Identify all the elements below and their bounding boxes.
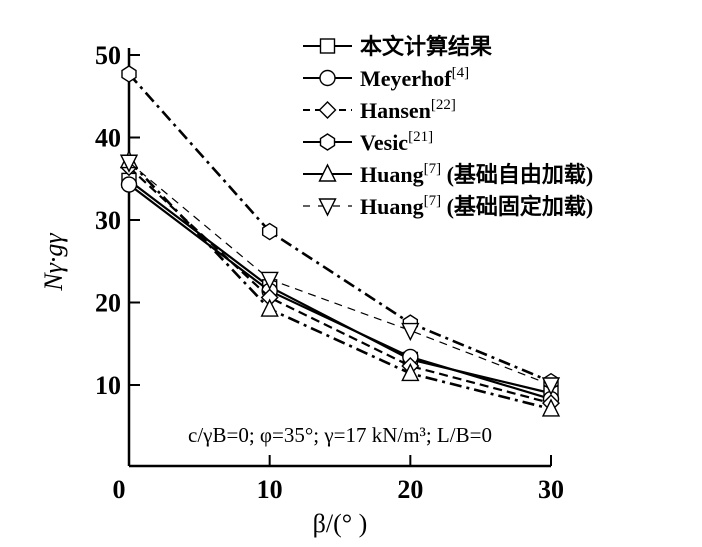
data-point-hexagon — [261, 222, 278, 241]
series-line — [128, 73, 552, 383]
data-point-hexagon — [121, 65, 137, 83]
series-5 — [119, 154, 561, 396]
legend-ref: [21] — [408, 129, 433, 145]
y-tick-label: 40 — [95, 124, 121, 153]
data-point-circle — [120, 176, 138, 193]
legend-name: Hansen — [360, 98, 431, 123]
y-tick-label: 50 — [95, 41, 121, 70]
legend: 本文计算结果 Meyerhof[4] Hansen[22] Vesic[21] Huan… — [303, 34, 593, 219]
legend-entry: Meyerhof[4] — [303, 65, 469, 91]
legend-marker-circle — [319, 69, 336, 87]
series-lines — [119, 65, 561, 417]
legend-label: Huang[7] (基础固定加载) — [360, 193, 593, 219]
y-tick-label: 30 — [95, 206, 121, 235]
legend-marker-hexagon — [319, 133, 336, 151]
legend-marker-diamond — [318, 101, 337, 119]
series-line — [128, 159, 552, 411]
legend-suffix: (基础固定加载) — [441, 194, 593, 219]
series-line — [128, 161, 552, 386]
legend-marker-triangle-down — [318, 198, 337, 217]
legend-marker-square — [319, 38, 336, 54]
legend-marker-triangle-up — [318, 163, 337, 182]
legend-label: Huang[7] (基础自由加载) — [360, 161, 593, 187]
x-tick-label: 0 — [113, 475, 126, 504]
legend-entry: Hansen[22] — [303, 97, 456, 123]
data-point-triangle-up — [260, 298, 279, 317]
data-point-triangle-down — [119, 154, 139, 173]
axes: 0 10 20 30 10 20 30 40 50 — [95, 41, 564, 504]
x-axis-label: β/(° ) — [313, 509, 368, 538]
series-4 — [119, 150, 561, 417]
data-point-triangle-down — [401, 322, 420, 342]
legend-entry: 本文计算结果 — [303, 34, 492, 59]
data-point-triangle-down — [260, 271, 279, 290]
data-point-triangle-up — [401, 362, 420, 382]
legend-label: Meyerhof[4] — [360, 65, 469, 91]
series-line — [128, 183, 552, 401]
legend-entry: Vesic[21] — [303, 129, 433, 155]
y-axis-label: Nγ·gγ — [39, 233, 68, 292]
y-tick-label: 10 — [95, 371, 121, 400]
legend-label: Hansen[22] — [360, 97, 456, 123]
legend-ref: [4] — [452, 65, 470, 81]
legend-entry: Huang[7] (基础自由加载) — [303, 161, 593, 187]
legend-label: Vesic[21] — [360, 129, 433, 155]
legend-ref: [7] — [424, 161, 442, 177]
legend-name: 本文计算结果 — [360, 34, 492, 59]
data-point-triangle-up — [541, 398, 561, 417]
legend-label: 本文计算结果 — [360, 34, 492, 59]
legend-name: Huang — [360, 194, 424, 219]
series-line — [128, 166, 552, 405]
annotation: c/γB=0; φ=35°; γ=17 kN/m³; L/B=0 — [188, 423, 492, 447]
legend-ref: [7] — [424, 193, 442, 209]
x-tick-label: 30 — [538, 475, 564, 504]
data-point-triangle-down — [541, 377, 561, 396]
y-tick-label: 20 — [95, 289, 121, 318]
legend-name: Meyerhof — [360, 66, 452, 91]
legend-name: Huang — [360, 162, 424, 187]
legend-entry: Huang[7] (基础固定加载) — [303, 193, 593, 219]
x-tick-label: 10 — [257, 475, 283, 504]
legend-ref: [22] — [431, 97, 456, 113]
legend-name: Vesic — [360, 130, 408, 155]
legend-suffix: (基础自由加载) — [441, 162, 593, 187]
x-tick-label: 20 — [397, 475, 423, 504]
